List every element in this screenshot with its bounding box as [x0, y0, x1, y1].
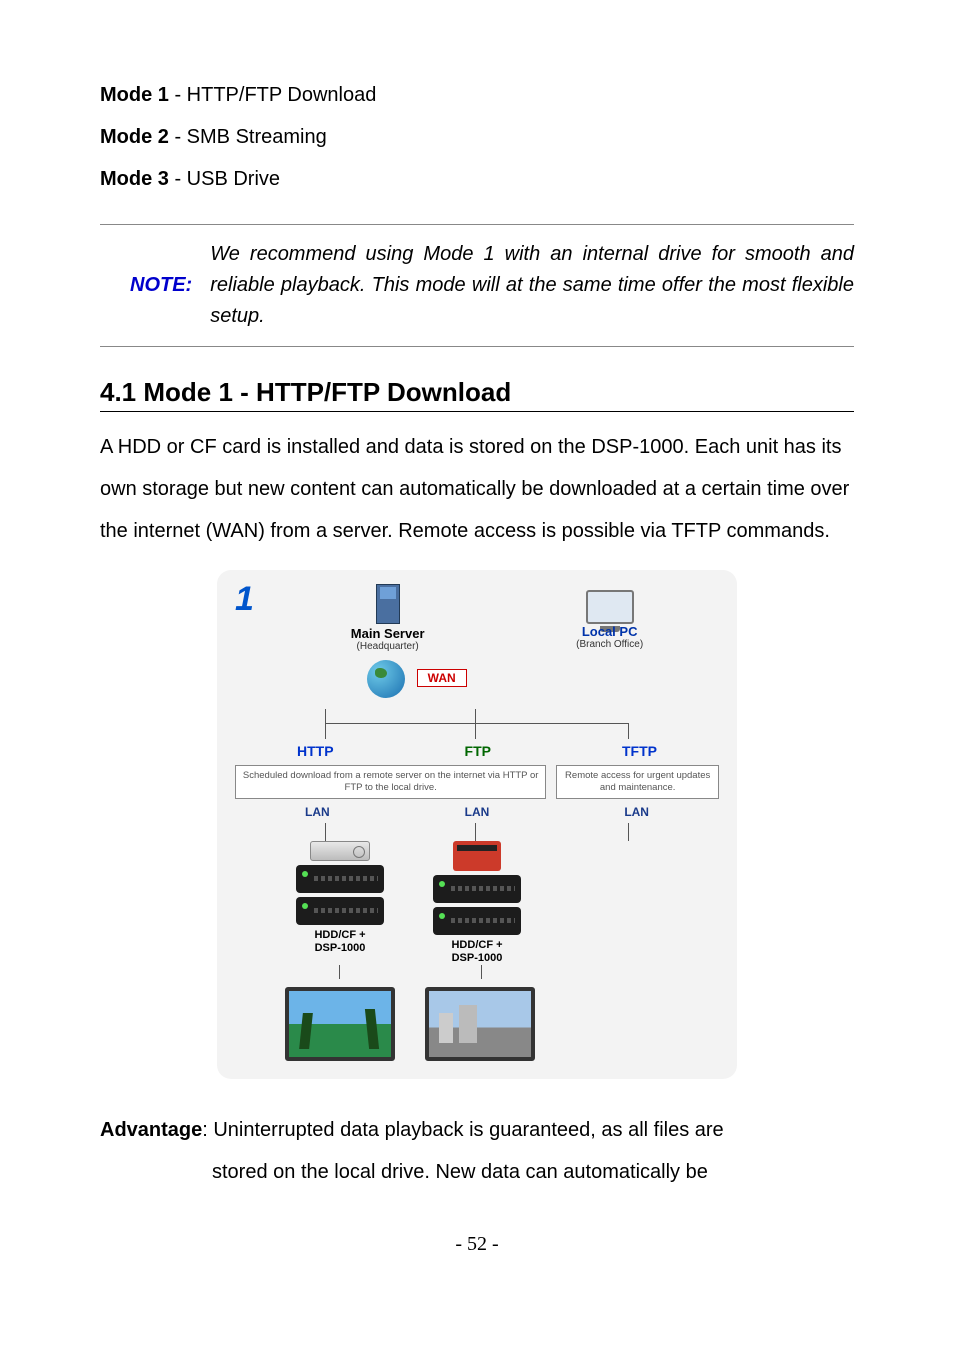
screen-row — [235, 979, 719, 1061]
diagram-number: 1 — [235, 580, 254, 619]
tftp-label: TFTP — [622, 743, 657, 759]
mode-3-label: Mode 3 — [100, 168, 169, 190]
dsp-icon — [296, 865, 384, 893]
diagram-container: 1 Main Server (Headquarter) Local PC (Br… — [100, 570, 854, 1079]
dev2-l1: HDD/CF + — [451, 939, 502, 951]
protocol-row: HTTP FTP TFTP — [235, 743, 719, 759]
note-text: We recommend using Mode 1 with an intern… — [210, 239, 854, 332]
display-1 — [285, 987, 395, 1061]
device-row: HDD/CF +DSP-1000 HDD/CF +DSP-1000 — [235, 841, 719, 965]
dsp-icon — [433, 875, 521, 903]
pc-icon — [586, 590, 634, 624]
http-label: HTTP — [297, 743, 334, 759]
desc-tftp: Remote access for urgent updates and mai… — [556, 765, 719, 799]
advantage-line2: stored on the local drive. New data can … — [100, 1151, 854, 1193]
advantage-line1: : Uninterrupted data playback is guarant… — [202, 1119, 723, 1141]
page-number: - 52 - — [100, 1233, 854, 1256]
connector-top — [235, 709, 719, 739]
ftp-label: FTP — [465, 743, 491, 759]
main-server-sub: (Headquarter) — [351, 641, 425, 652]
desc-row: Scheduled download from a remote server … — [235, 765, 719, 799]
wan-row: WAN — [115, 654, 719, 701]
lan-2: LAN — [465, 805, 490, 819]
device-1: HDD/CF +DSP-1000 — [285, 841, 395, 955]
mode1-diagram: 1 Main Server (Headquarter) Local PC (Br… — [217, 570, 737, 1079]
mode-3: Mode 3 - USB Drive — [100, 164, 854, 194]
dsp-icon — [433, 907, 521, 935]
display-2 — [425, 987, 535, 1061]
mode-1: Mode 1 - HTTP/FTP Download — [100, 80, 854, 110]
server-icon — [376, 584, 400, 624]
advantage-block: Advantage: Uninterrupted data playback i… — [100, 1109, 854, 1193]
lan-1: LAN — [305, 805, 330, 819]
lan-3: LAN — [624, 805, 649, 819]
desc-http-ftp: Scheduled download from a remote server … — [235, 765, 546, 799]
cf-icon — [453, 841, 501, 871]
globe-icon — [367, 660, 405, 698]
lan-row: LAN LAN LAN — [235, 805, 719, 819]
section-body: A HDD or CF card is installed and data i… — [100, 426, 854, 552]
main-server-node: Main Server (Headquarter) — [351, 584, 425, 652]
hdd-icon — [310, 841, 370, 861]
mode-1-desc: - HTTP/FTP Download — [169, 84, 376, 106]
dev1-l1: HDD/CF + — [314, 929, 365, 941]
device-2: HDD/CF +DSP-1000 — [422, 841, 532, 965]
mode-list: Mode 1 - HTTP/FTP Download Mode 2 - SMB … — [100, 80, 854, 194]
local-pc-sub: (Branch Office) — [576, 639, 643, 650]
screen-connector — [235, 965, 719, 979]
main-server-label: Main Server — [351, 626, 425, 641]
mode-1-label: Mode 1 — [100, 84, 169, 106]
note-label: NOTE: — [100, 274, 210, 297]
mode-2-desc: - SMB Streaming — [169, 126, 327, 148]
local-pc-label: Local PC — [576, 624, 643, 639]
section-heading: 4.1 Mode 1 - HTTP/FTP Download — [100, 377, 854, 412]
mode-2-label: Mode 2 — [100, 126, 169, 148]
dev1-l2: DSP-1000 — [315, 942, 366, 954]
dev2-l2: DSP-1000 — [452, 952, 503, 964]
local-pc-node: Local PC (Branch Office) — [576, 590, 643, 650]
mode-3-desc: - USB Drive — [169, 168, 280, 190]
advantage-label: Advantage — [100, 1119, 202, 1141]
note-block: NOTE: We recommend using Mode 1 with an … — [100, 224, 854, 347]
mode-2: Mode 2 - SMB Streaming — [100, 122, 854, 152]
dsp-icon — [296, 897, 384, 925]
wan-label: WAN — [417, 669, 467, 687]
lan-connector — [235, 823, 719, 841]
